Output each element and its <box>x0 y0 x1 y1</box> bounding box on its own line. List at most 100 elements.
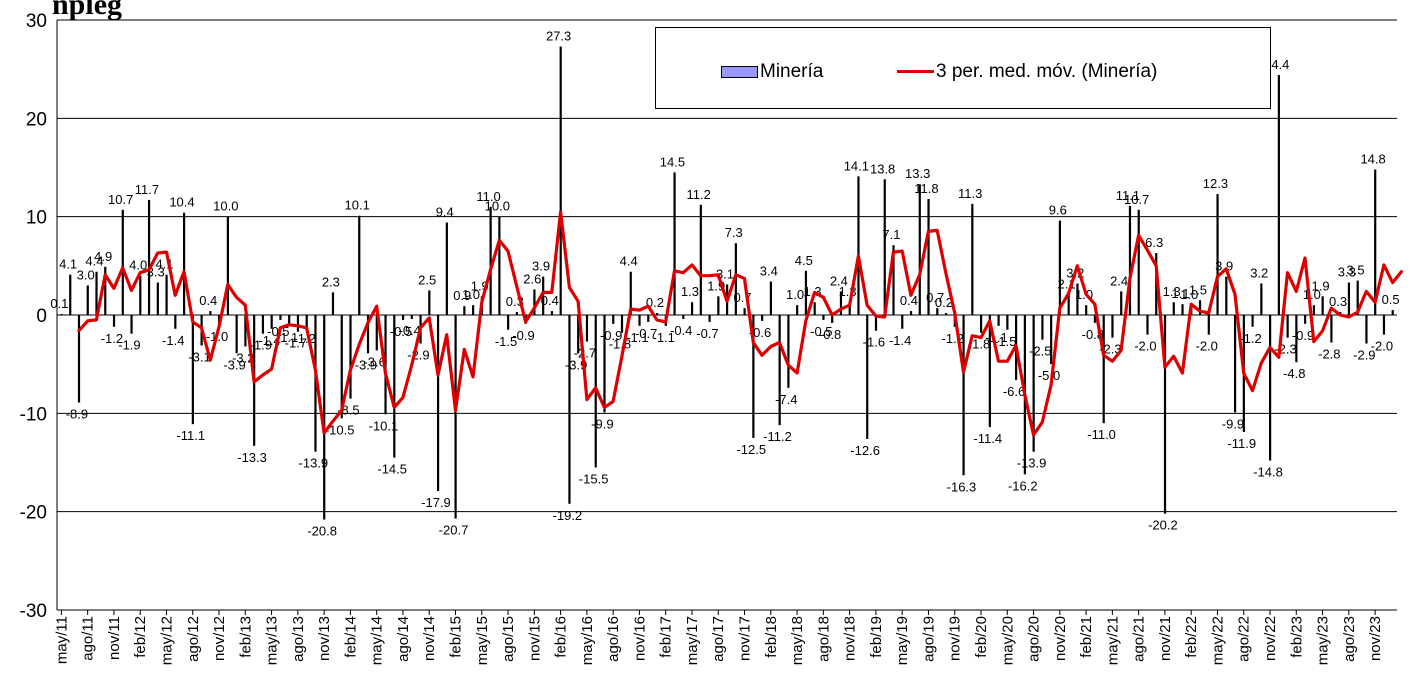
data-label: -2.5 <box>1029 344 1051 359</box>
x-tick-label: may/14 <box>369 616 386 665</box>
y-tick-label: 10 <box>26 208 47 229</box>
bar <box>121 209 124 315</box>
bar <box>1006 315 1009 330</box>
data-label: 3.0 <box>77 268 95 283</box>
y-tick-label: -30 <box>20 601 47 622</box>
legend: Minería 3 per. med. móv. (Minería) <box>655 27 1271 109</box>
bar <box>401 315 405 320</box>
data-label: -15.5 <box>579 471 609 486</box>
data-label: 0.9 <box>453 288 471 303</box>
x-tick-label: nov/23 <box>1367 616 1384 661</box>
data-label: -19.2 <box>553 508 583 523</box>
x-tick-label: nov/11 <box>106 616 123 660</box>
bar <box>839 291 843 315</box>
data-label: 11.8 <box>914 181 938 196</box>
bar <box>244 315 247 347</box>
x-tick-label: ago/12 <box>185 616 202 662</box>
bar <box>1382 315 1386 335</box>
bar <box>174 315 177 329</box>
x-tick-label: nov/13 <box>316 616 333 661</box>
data-label: -14.8 <box>1253 465 1283 480</box>
data-label: -0.4 <box>399 323 421 338</box>
legend-label-bar: Minería <box>760 61 824 82</box>
bar <box>507 315 510 330</box>
data-label: -0.6 <box>749 325 771 340</box>
bar <box>375 315 378 351</box>
x-tick-label: ago/22 <box>1236 616 1253 662</box>
data-label: -13.9 <box>1017 456 1047 471</box>
data-label: -13.9 <box>299 456 329 471</box>
bar <box>1216 194 1219 315</box>
bar <box>358 215 361 315</box>
bar <box>340 315 343 419</box>
x-tick-label: may/16 <box>579 616 596 665</box>
data-label: -3.6 <box>363 354 385 369</box>
data-label: 3.5 <box>1347 263 1365 278</box>
y-axis-ticks: -30 -20 -10 0 10 20 30 <box>20 11 47 622</box>
data-label: -16.3 <box>947 479 977 494</box>
bar <box>86 285 89 315</box>
bar <box>1181 304 1184 315</box>
data-label: -7.4 <box>775 392 797 407</box>
x-tick-label: nov/15 <box>526 616 543 661</box>
data-label: -4.8 <box>1283 366 1305 381</box>
data-label: 12.3 <box>1203 176 1228 191</box>
x-tick-label: ago/21 <box>1131 616 1148 662</box>
bar <box>804 270 808 315</box>
data-label: 13.3 <box>905 166 930 181</box>
data-label: -5.0 <box>1038 368 1060 383</box>
x-tick-label: may/21 <box>1104 616 1121 665</box>
data-label: -2.0 <box>1371 339 1393 354</box>
data-label: 4.4 <box>85 254 103 269</box>
bar <box>1225 276 1228 315</box>
bar <box>796 305 799 315</box>
data-label: -2.9 <box>1353 348 1375 363</box>
data-label: -0.5 <box>810 324 832 339</box>
bar <box>979 315 983 333</box>
bar <box>498 216 501 315</box>
bar <box>1251 315 1254 327</box>
x-tick-label: ago/15 <box>500 616 517 662</box>
bar <box>463 306 466 315</box>
bar <box>901 315 904 329</box>
data-label: -1.1 <box>276 330 298 345</box>
bar <box>1260 283 1263 315</box>
bar <box>769 281 772 315</box>
bar <box>822 315 825 320</box>
bar <box>1163 315 1167 514</box>
data-label: 2.5 <box>418 272 436 287</box>
bar <box>270 315 273 329</box>
bar <box>813 302 816 315</box>
data-label: 14.8 <box>1360 151 1385 166</box>
bar <box>279 315 282 320</box>
x-tick-label: may/13 <box>264 616 281 665</box>
bar <box>165 274 168 315</box>
x-tick-label: may/19 <box>894 616 911 665</box>
bar <box>717 296 720 315</box>
data-label: -12.6 <box>850 443 880 458</box>
data-label: 9.4 <box>436 205 454 220</box>
data-label: 0.4 <box>199 293 217 308</box>
data-label: -6.6 <box>1003 384 1025 399</box>
data-label: -1.2 <box>101 331 123 346</box>
bar <box>542 276 545 315</box>
data-label: -14.5 <box>377 462 407 477</box>
bar <box>1076 283 1079 315</box>
data-label: 0.4 <box>900 293 918 308</box>
x-tick-label: may/22 <box>1209 616 1226 665</box>
x-tick-label: ago/16 <box>605 616 622 662</box>
x-tick-label: may/20 <box>999 616 1016 665</box>
y-tick-label: 30 <box>26 11 47 32</box>
bar <box>69 274 72 315</box>
data-label: -1.6 <box>863 335 885 350</box>
data-label: -9.9 <box>591 416 613 431</box>
x-tick-label: nov/17 <box>737 616 754 661</box>
x-tick-label: nov/16 <box>631 616 648 661</box>
data-label: -2.0 <box>1134 339 1156 354</box>
data-label: 0.2 <box>646 295 664 310</box>
bar <box>454 315 457 519</box>
chart-title: npleg <box>52 0 123 21</box>
legend-swatch-bar <box>721 65 758 78</box>
data-label: -1.7 <box>285 336 307 351</box>
data-label: 3.3 <box>1338 265 1356 280</box>
